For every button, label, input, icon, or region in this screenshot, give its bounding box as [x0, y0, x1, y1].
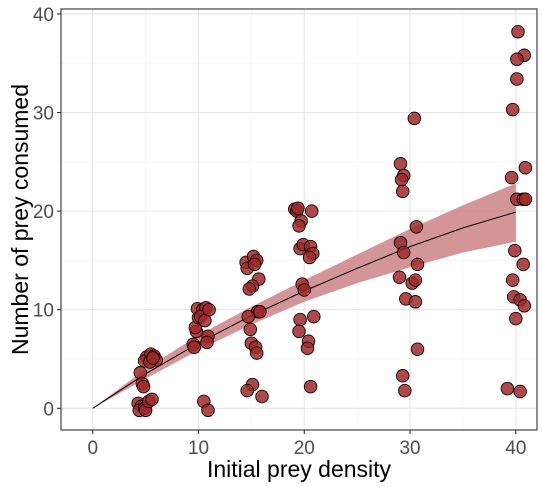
data-point [410, 342, 425, 356]
x-tick-label: 30 [399, 438, 420, 459]
x-tick-label: 40 [505, 438, 526, 459]
data-point [304, 204, 319, 218]
data-point [293, 312, 307, 327]
y-tick-label: 0 [43, 399, 54, 420]
data-point [510, 72, 524, 86]
data-point [136, 379, 151, 394]
data-point [408, 273, 423, 287]
data-point [146, 351, 160, 365]
y-axis-title: Number of prey consumed [7, 84, 33, 355]
data-point [407, 111, 422, 126]
data-point [200, 335, 214, 350]
data-point [505, 102, 520, 117]
x-tick-label: 10 [188, 438, 209, 459]
data-point [511, 24, 525, 39]
data-point [518, 160, 533, 175]
data-point [242, 282, 257, 296]
data-point [241, 309, 255, 324]
y-tick-label: 30 [33, 104, 54, 125]
data-point [518, 192, 533, 207]
data-point [500, 381, 515, 396]
y-tick-label: 40 [33, 5, 54, 26]
x-tick-label: 0 [87, 438, 98, 459]
data-point [303, 379, 318, 394]
data-point [300, 341, 315, 355]
data-point [396, 245, 411, 260]
data-point [392, 270, 407, 284]
data-point [247, 257, 262, 272]
data-point [393, 157, 408, 171]
data-point [394, 172, 409, 187]
data-point [202, 302, 216, 317]
y-tick-label: 20 [33, 202, 54, 223]
data-point [410, 257, 425, 272]
data-point [395, 369, 410, 383]
x-axis-ticks: 0 10 20 30 40 [87, 430, 526, 459]
data-point [243, 322, 258, 337]
data-point [145, 392, 159, 407]
data-point [509, 311, 523, 326]
data-point [307, 309, 321, 324]
x-tick-label: 20 [294, 438, 315, 459]
data-point [292, 324, 306, 339]
data-point [517, 299, 532, 313]
x-axis-title: Initial prey density [207, 456, 392, 482]
data-point [255, 389, 269, 404]
y-axis-ticks: 0 10 20 30 40 [33, 5, 61, 420]
data-point [297, 283, 312, 297]
data-point [291, 201, 305, 215]
data-point [253, 304, 267, 319]
major-gridlines [61, 9, 537, 430]
data-point [504, 170, 519, 185]
data-point [505, 273, 520, 287]
data-point [302, 250, 317, 265]
data-point [513, 384, 527, 399]
data-point [292, 219, 306, 233]
data-point [187, 340, 202, 354]
y-tick-label: 10 [33, 301, 54, 322]
data-points [131, 24, 533, 418]
data-point [201, 403, 215, 418]
data-point [516, 257, 530, 272]
data-point [510, 52, 524, 67]
data-point [240, 383, 254, 398]
data-point [508, 243, 522, 258]
panel-border [60, 8, 538, 431]
data-point [408, 295, 423, 309]
data-point [133, 366, 148, 380]
data-point [395, 184, 410, 199]
data-point [249, 346, 264, 360]
data-point [398, 383, 412, 398]
data-point [409, 220, 424, 234]
